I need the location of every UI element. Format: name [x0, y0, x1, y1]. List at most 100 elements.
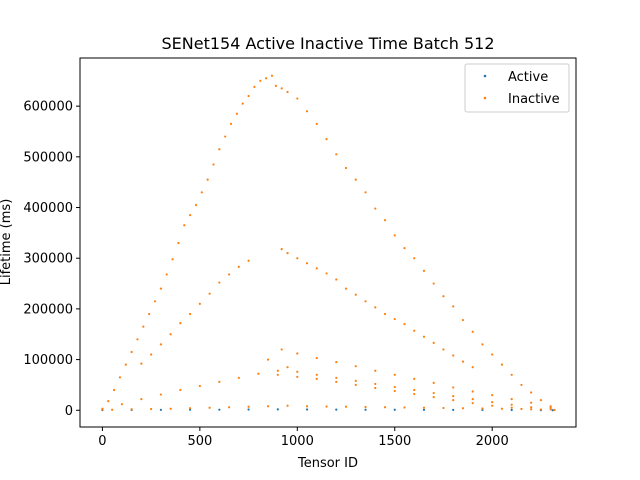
point-inactive	[200, 191, 203, 194]
point-active	[422, 408, 426, 411]
point-active	[305, 408, 309, 411]
point-inactive	[325, 272, 328, 275]
point-inactive	[227, 273, 231, 276]
point-inactive	[452, 394, 455, 398]
point-inactive	[413, 257, 416, 260]
point-inactive	[120, 403, 123, 406]
x-axis-title: Tensor ID	[297, 456, 358, 471]
point-inactive	[280, 247, 283, 251]
point-inactive	[500, 363, 504, 366]
point-inactive	[344, 405, 348, 408]
point-inactive	[364, 191, 367, 194]
point-inactive	[142, 325, 145, 328]
point-inactive	[422, 335, 426, 338]
point-inactive	[286, 404, 289, 407]
y-axis-title: Lifetime (ms)	[0, 199, 14, 286]
point-inactive	[177, 241, 180, 245]
point-active	[393, 408, 396, 411]
point-inactive	[159, 393, 162, 396]
point-inactive	[393, 389, 396, 393]
x-tick-label: 1500	[378, 434, 411, 449]
point-active	[335, 408, 338, 411]
point-inactive	[452, 305, 455, 308]
point-inactive	[335, 361, 338, 364]
point-inactive	[510, 398, 513, 401]
point-inactive	[530, 401, 533, 404]
point-inactive	[432, 282, 435, 285]
point-active	[276, 408, 279, 411]
legend-marker-inactive	[483, 96, 487, 100]
point-inactive	[403, 406, 406, 409]
point-inactive	[130, 408, 133, 411]
point-inactive	[471, 398, 474, 401]
point-active	[452, 408, 455, 411]
point-inactive	[364, 405, 367, 409]
point-inactive	[159, 343, 162, 346]
x-tick-label: 500	[187, 434, 212, 449]
point-inactive	[224, 135, 227, 138]
point-inactive	[461, 360, 465, 363]
chart-title: SENet154 Active Inactive Time Batch 512	[162, 34, 495, 53]
point-inactive	[189, 214, 192, 217]
point-inactive	[530, 408, 533, 411]
point-inactive	[461, 318, 465, 322]
point-inactive	[247, 94, 250, 98]
point-inactive	[274, 84, 277, 87]
y-tick-label: 300000	[23, 252, 73, 267]
point-inactive	[169, 333, 172, 336]
point-inactive	[113, 388, 116, 392]
point-inactive	[413, 392, 416, 396]
point-inactive	[500, 407, 504, 410]
y-tick-label: 600000	[23, 100, 73, 115]
point-inactive	[422, 406, 426, 409]
point-inactive	[393, 234, 396, 237]
point-inactive	[296, 257, 299, 260]
point-inactive	[335, 153, 338, 156]
point-inactive	[153, 300, 157, 303]
point-inactive	[150, 353, 153, 356]
point-inactive	[393, 373, 396, 376]
point-inactive	[374, 386, 377, 390]
point-inactive	[247, 259, 250, 262]
point-inactive	[374, 306, 377, 309]
point-inactive	[374, 382, 377, 386]
point-inactive	[206, 178, 209, 181]
point-inactive	[383, 219, 387, 222]
y-tick-label: 100000	[23, 353, 73, 368]
point-inactive	[471, 330, 474, 333]
point-inactive	[461, 407, 465, 410]
point-inactive	[179, 388, 182, 392]
point-inactive	[140, 398, 143, 401]
point-inactive	[280, 348, 283, 351]
point-inactive	[481, 407, 484, 410]
point-inactive	[315, 377, 318, 380]
point-inactive	[325, 138, 328, 141]
point-inactive	[315, 373, 318, 376]
point-inactive	[413, 329, 416, 332]
point-inactive	[315, 267, 318, 270]
point-inactive	[539, 399, 543, 402]
point-inactive	[422, 269, 426, 272]
point-inactive	[520, 383, 523, 387]
point-inactive	[218, 281, 221, 284]
point-inactive	[354, 365, 357, 368]
point-inactive	[510, 403, 513, 406]
point-inactive	[510, 406, 513, 409]
point-inactive	[413, 388, 416, 392]
point-inactive	[235, 112, 238, 115]
point-inactive	[259, 79, 262, 82]
point-inactive	[344, 287, 348, 290]
point-active	[510, 408, 513, 412]
point-inactive	[257, 372, 260, 375]
point-inactive	[198, 384, 201, 388]
point-active	[218, 408, 221, 411]
legend-marker-active	[483, 74, 487, 78]
point-inactive	[111, 408, 114, 411]
data-points	[101, 74, 556, 412]
point-inactive	[383, 406, 387, 409]
point-active	[189, 408, 192, 411]
point-inactive	[520, 407, 523, 411]
point-inactive	[452, 386, 455, 389]
point-inactive	[354, 293, 357, 296]
point-inactive	[442, 348, 445, 351]
